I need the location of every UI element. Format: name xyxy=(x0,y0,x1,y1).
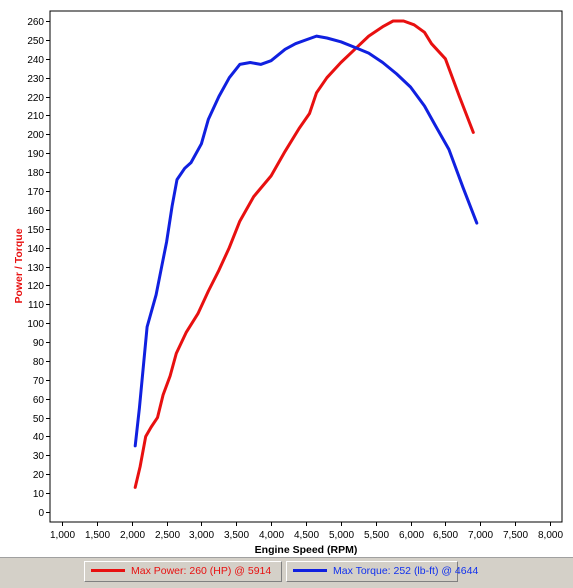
legend-item-torque[interactable]: Max Torque: 252 (lb-ft) @ 4644 xyxy=(286,561,478,582)
y-tick-label: 190 xyxy=(27,149,44,160)
legend-label-power: Max Power: 260 (HP) @ 5914 xyxy=(131,565,272,577)
y-tick-label: 40 xyxy=(33,432,45,443)
torque-curve xyxy=(133,34,479,448)
y-tick-label: 100 xyxy=(27,319,44,330)
x-tick-label: 7,500 xyxy=(503,530,528,541)
y-tick-label: 220 xyxy=(27,93,44,104)
x-tick-label: 7,000 xyxy=(468,530,493,541)
y-tick-label: 0 xyxy=(38,508,44,519)
legend-item-power[interactable]: Max Power: 260 (HP) @ 5914 xyxy=(84,561,282,582)
legend-bar: Max Power: 260 (HP) @ 5914 Max Torque: 2… xyxy=(0,557,573,588)
y-tick-label: 20 xyxy=(33,470,45,481)
y-tick-label: 10 xyxy=(33,489,45,500)
y-tick-label: 200 xyxy=(27,130,44,141)
y-tick-label: 60 xyxy=(33,395,45,406)
x-tick-label: 3,500 xyxy=(224,530,249,541)
y-tick-label: 150 xyxy=(27,225,44,236)
y-tick-label: 130 xyxy=(27,263,44,274)
x-tick-label: 5,000 xyxy=(329,530,354,541)
y-tick-label: 50 xyxy=(33,414,45,425)
x-tick-label: 5,500 xyxy=(364,530,389,541)
power-curve xyxy=(133,19,475,489)
x-tick-label: 6,500 xyxy=(433,530,458,541)
y-tick-label: 80 xyxy=(33,357,45,368)
x-tick-label: 2,500 xyxy=(155,530,180,541)
x-tick-label: 1,000 xyxy=(50,530,75,541)
x-tick-label: 4,500 xyxy=(294,530,319,541)
y-tick-label: 240 xyxy=(27,55,44,66)
tick-labels: 0 10 20 30 40 50 60 70 80 90 100 110 120 130 140 150 160… xyxy=(27,17,563,541)
x-tick-label: 1,500 xyxy=(85,530,110,541)
y-tick-label: 30 xyxy=(33,451,45,462)
y-tick-label: 260 xyxy=(27,17,44,28)
x-tick-label: 3,000 xyxy=(189,530,214,541)
y-tick-label: 230 xyxy=(27,74,44,85)
series-lines xyxy=(133,19,479,489)
x-tick-label: 4,000 xyxy=(259,530,284,541)
y-tick-label: 90 xyxy=(33,338,45,349)
x-axis-label: Engine Speed (RPM) xyxy=(255,544,358,556)
y-tick-label: 70 xyxy=(33,376,45,387)
y-tick-label: 210 xyxy=(27,111,44,122)
y-tick-label: 170 xyxy=(27,187,44,198)
y-tick-label: 160 xyxy=(27,206,44,217)
y-axis-label: Power / Torque xyxy=(13,228,25,303)
y-tick-label: 140 xyxy=(27,244,44,255)
x-tick-label: 6,000 xyxy=(399,530,424,541)
plot-frame xyxy=(49,10,563,523)
y-tick-label: 180 xyxy=(27,168,44,179)
dyno-chart: 0 10 20 30 40 50 60 70 80 90 100 110 120 130 140 150 160… xyxy=(13,10,563,556)
y-tick-label: 250 xyxy=(27,36,44,47)
axes xyxy=(46,10,563,526)
y-tick-label: 120 xyxy=(27,281,44,292)
x-tick-label: 2,000 xyxy=(120,530,145,541)
x-tick-label: 8,000 xyxy=(538,530,563,541)
legend-swatch-power xyxy=(91,568,125,572)
y-tick-label: 110 xyxy=(28,300,44,311)
legend-label-torque: Max Torque: 252 (lb-ft) @ 4644 xyxy=(333,565,479,577)
legend-swatch-torque xyxy=(293,568,327,572)
